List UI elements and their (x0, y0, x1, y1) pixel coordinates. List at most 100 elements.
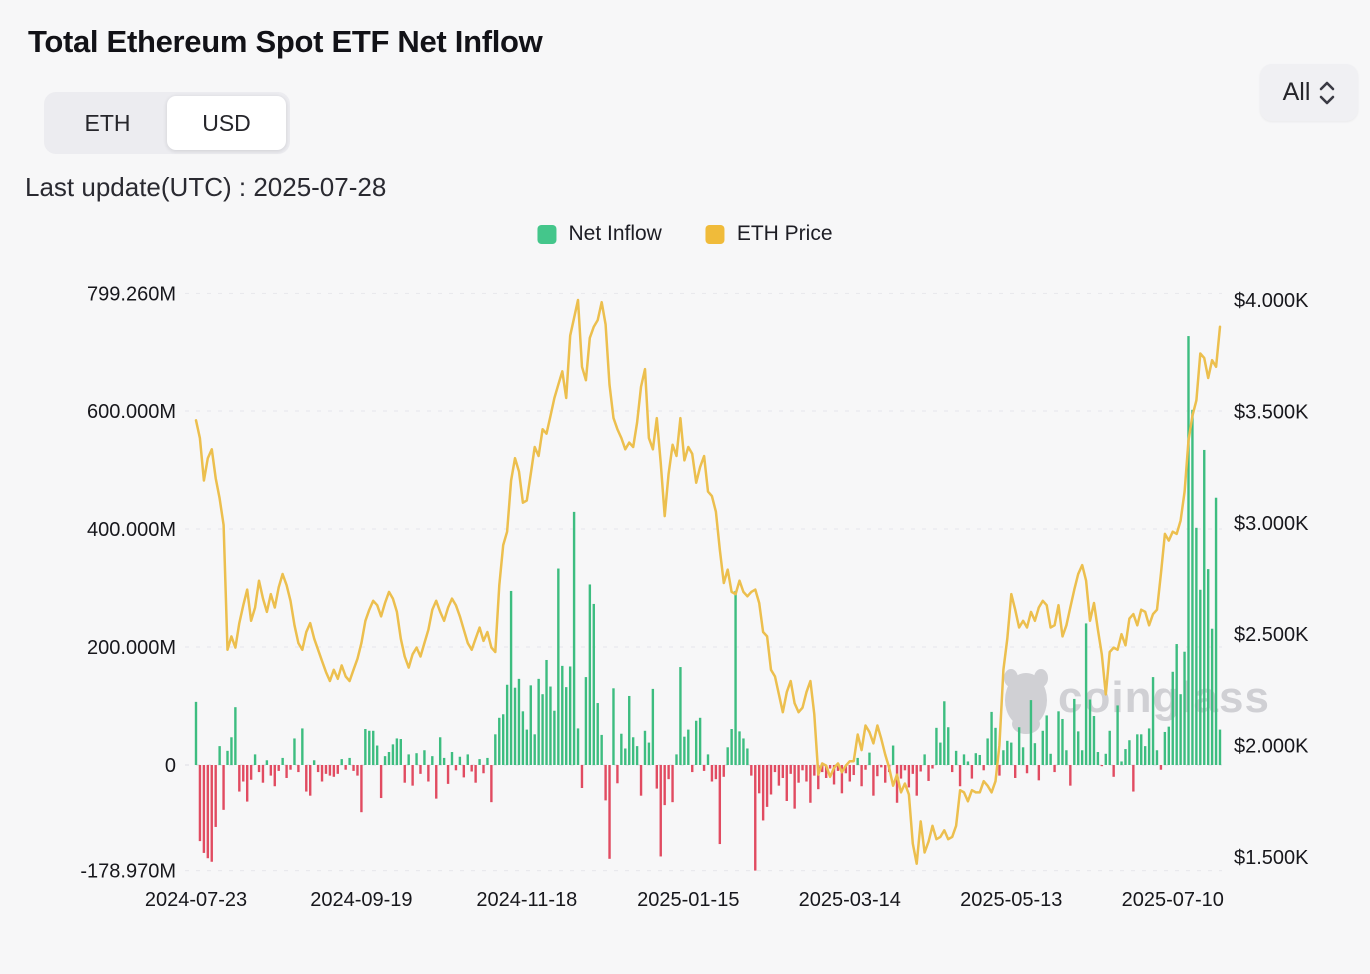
inflow-bar (990, 711, 993, 765)
inflow-bar (198, 765, 202, 842)
unit-toggle-usd[interactable]: USD (167, 96, 286, 150)
inflow-bar (789, 765, 792, 774)
inflow-bar (1061, 718, 1064, 765)
inflow-bar (194, 701, 198, 765)
inflow-bar (1077, 731, 1080, 765)
inflow-bar (1171, 671, 1174, 765)
inflow-bar (659, 765, 662, 857)
inflow-bar (805, 765, 808, 782)
inflow-bar (486, 757, 489, 765)
x-axis-labels: 2024-07-23 2024-09-19 2024-11-18 2025-01-15… (145, 889, 1224, 911)
svg-text:coinglass: coinglass (1058, 673, 1270, 722)
inflow-bar (1092, 716, 1096, 765)
inflow-bar (1053, 765, 1056, 773)
inflow-bar (592, 603, 595, 765)
inflow-bar (1096, 752, 1100, 765)
inflow-bar (1029, 700, 1033, 765)
unit-toggle-eth[interactable]: ETH (48, 96, 167, 150)
last-update-text: Last update(UTC) : 2025-07-28 (25, 172, 387, 202)
inflow-bar (1191, 409, 1194, 765)
inflow-bar (289, 765, 292, 770)
inflow-bar (1136, 734, 1139, 765)
legend-item-eth-price[interactable]: ETH Price (705, 222, 833, 246)
inflow-bar (206, 765, 210, 859)
inflow-bar (316, 765, 320, 773)
inflow-bar (442, 757, 446, 765)
svg-text:2024-09-19: 2024-09-19 (310, 889, 412, 911)
inflow-bar (734, 590, 737, 765)
inflow-bar (336, 765, 339, 774)
inflow-bar (635, 746, 639, 765)
inflow-bar (513, 687, 517, 765)
inflow-bar (281, 757, 284, 765)
svg-text:2025-01-15: 2025-01-15 (637, 889, 739, 911)
inflow-bar (801, 765, 804, 771)
inflow-bar (758, 765, 761, 794)
range-select[interactable]: All (1260, 64, 1358, 121)
net-inflow-bars (194, 336, 1222, 871)
inflow-bar (781, 765, 785, 778)
inflow-bar (793, 765, 796, 809)
svg-text:$3.000K: $3.000K (1234, 513, 1309, 535)
inflow-bar (533, 734, 536, 765)
inflow-bar (320, 765, 324, 782)
inflow-bar (608, 765, 611, 859)
inflow-bar (253, 754, 257, 765)
inflow-bar (222, 765, 225, 810)
inflow-bar (1088, 699, 1092, 765)
inflow-bar (1010, 742, 1013, 765)
inflow-bar (1112, 765, 1115, 777)
inflow-bar (1214, 497, 1218, 765)
inflow-bar (462, 765, 466, 778)
inflow-bar (328, 765, 332, 776)
inflow-bar (494, 734, 497, 765)
inflow-bar (450, 752, 454, 765)
inflow-bar (312, 760, 316, 765)
inflow-bar (939, 742, 942, 765)
inflow-bar (210, 765, 213, 862)
inflow-bar (931, 765, 934, 769)
inflow-bar (750, 765, 753, 776)
inflow-bar (332, 765, 336, 777)
inflow-bar (588, 584, 592, 765)
legend-item-net-inflow[interactable]: Net Inflow (537, 222, 662, 246)
inflow-bar (1073, 698, 1076, 765)
inflow-bar (809, 765, 812, 803)
inflow-bar (856, 757, 859, 765)
inflow-bar (726, 747, 729, 765)
page-title: Total Ethereum Spot ETF Net Inflow (28, 24, 543, 59)
svg-text:2024-07-23: 2024-07-23 (145, 889, 247, 911)
inflow-bar (572, 511, 576, 765)
inflow-bar (694, 720, 698, 765)
inflow-bar (427, 765, 430, 782)
inflow-bar (474, 765, 477, 783)
inflow-bar (935, 727, 938, 765)
inflow-bar (797, 765, 800, 783)
inflow-bar (844, 765, 848, 774)
inflow-bar (1159, 765, 1163, 770)
inflow-bar (415, 753, 418, 765)
chart-legend: Net Inflow ETH Price (537, 222, 833, 246)
inflow-bar (387, 752, 391, 765)
inflow-bar (391, 744, 395, 765)
inflow-bar (828, 765, 832, 769)
inflow-bar (305, 765, 308, 792)
inflow-bar (962, 754, 966, 765)
inflow-bar (907, 765, 911, 788)
inflow-bar (982, 765, 985, 771)
inflow-bar (950, 765, 954, 773)
inflow-bar (375, 745, 379, 765)
inflow-bar (631, 737, 635, 765)
inflow-bar (1206, 569, 1210, 765)
inflow-bar (561, 665, 564, 765)
inflow-bar (466, 754, 469, 765)
inflow-bar (423, 750, 426, 765)
inflow-bar (364, 729, 367, 765)
inflow-bar (1006, 740, 1009, 765)
inflow-bar (403, 765, 406, 783)
inflow-bar (895, 765, 899, 803)
inflow-bar (1132, 765, 1135, 792)
svg-text:2025-03-14: 2025-03-14 (799, 889, 901, 911)
svg-text:$1.500K: $1.500K (1234, 847, 1309, 869)
